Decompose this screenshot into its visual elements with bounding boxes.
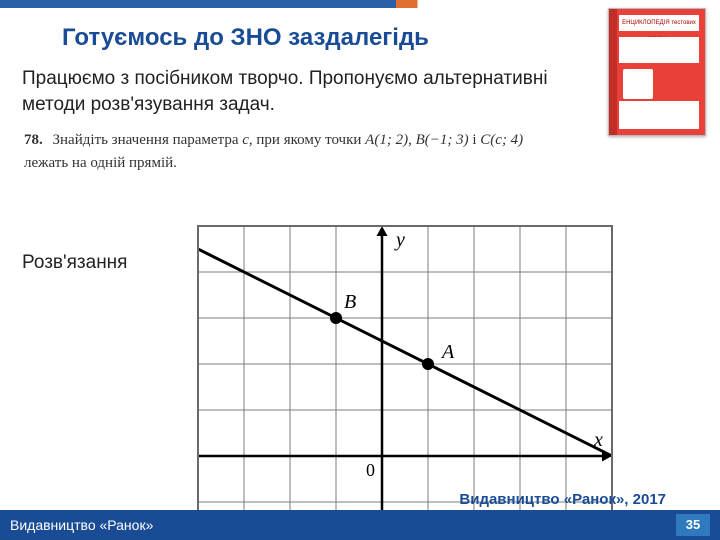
svg-text:0: 0: [366, 460, 375, 480]
svg-text:y: y: [394, 229, 405, 251]
problem-statement: 78. Знайдіть значення параметра c, при я…: [22, 129, 698, 174]
svg-text:A: A: [440, 341, 455, 363]
slide-title: Готуємось до ЗНО заздалегідь: [62, 24, 698, 52]
footer-bar: Видавництво «Ранок»: [0, 510, 720, 540]
problem-number: 78.: [24, 132, 43, 148]
book-top-label: ЕНЦИКЛОПЕДІЯ тестових завдань: [619, 15, 699, 31]
book-mid-label: Повний курс математики в тестах: [619, 37, 699, 63]
publisher-right: Видавництво «Ранок», 2017: [459, 491, 666, 508]
solution-label: Розв'язання: [22, 252, 127, 274]
publisher-left: Видавництво «Ранок»: [10, 517, 153, 533]
svg-text:B: B: [344, 291, 356, 313]
page-number-badge: 35: [676, 514, 710, 536]
top-accent-bar: [0, 0, 720, 8]
slide-main: ЕНЦИКЛОПЕДІЯ тестових завдань Повний кур…: [0, 8, 720, 174]
book-thumbnail: ЕНЦИКЛОПЕДІЯ тестових завдань Повний кур…: [608, 8, 706, 136]
coordinate-chart: yx0AB: [196, 224, 616, 514]
slide-subtitle: Працюємо з посібником творчо. Пропонуємо…: [22, 66, 562, 117]
